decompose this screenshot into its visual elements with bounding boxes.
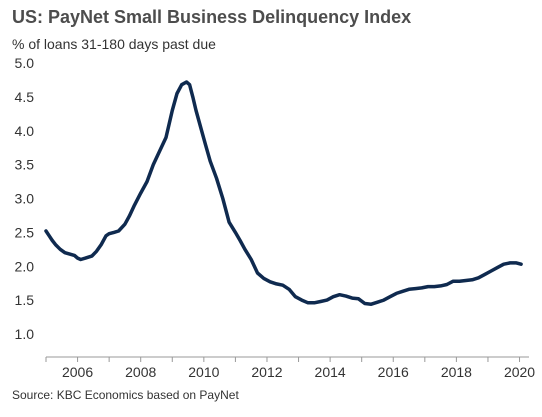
y-tick-label: 3.0 — [15, 191, 35, 207]
y-tick-label: 1.0 — [15, 326, 35, 342]
x-tick-label: 2014 — [315, 364, 346, 380]
x-tick-label: 2012 — [251, 364, 282, 380]
source-note: Source: KBC Economics based on PayNet — [12, 388, 239, 402]
x-tick-label: 2008 — [125, 364, 156, 380]
y-tick-label: 3.5 — [15, 157, 35, 173]
x-tick-label: 2016 — [378, 364, 409, 380]
y-tick-label: 5.0 — [15, 55, 35, 71]
y-tick-label: 4.5 — [15, 89, 35, 105]
x-tick-label: 2020 — [504, 364, 535, 380]
x-axis: 2006 2008 2010 2012 2014 2016 2018 2020 — [45, 356, 535, 380]
x-tick-label: 2006 — [62, 364, 93, 380]
y-tick-label: 2.5 — [15, 224, 35, 240]
y-tick-label: 2.0 — [15, 258, 35, 274]
y-axis: 1.0 1.5 2.0 2.5 3.0 3.5 4.0 4.5 5.0 — [15, 55, 35, 342]
series-line — [44, 80, 523, 306]
y-tick-label: 1.5 — [15, 292, 35, 308]
series-layer — [44, 80, 523, 306]
chart-subtitle: % of loans 31-180 days past due — [12, 36, 216, 52]
x-tick-label: 2018 — [441, 364, 472, 380]
chart-title: US: PayNet Small Business Delinquency In… — [12, 7, 412, 27]
y-tick-label: 4.0 — [15, 123, 35, 139]
x-tick-label: 2010 — [188, 364, 219, 380]
